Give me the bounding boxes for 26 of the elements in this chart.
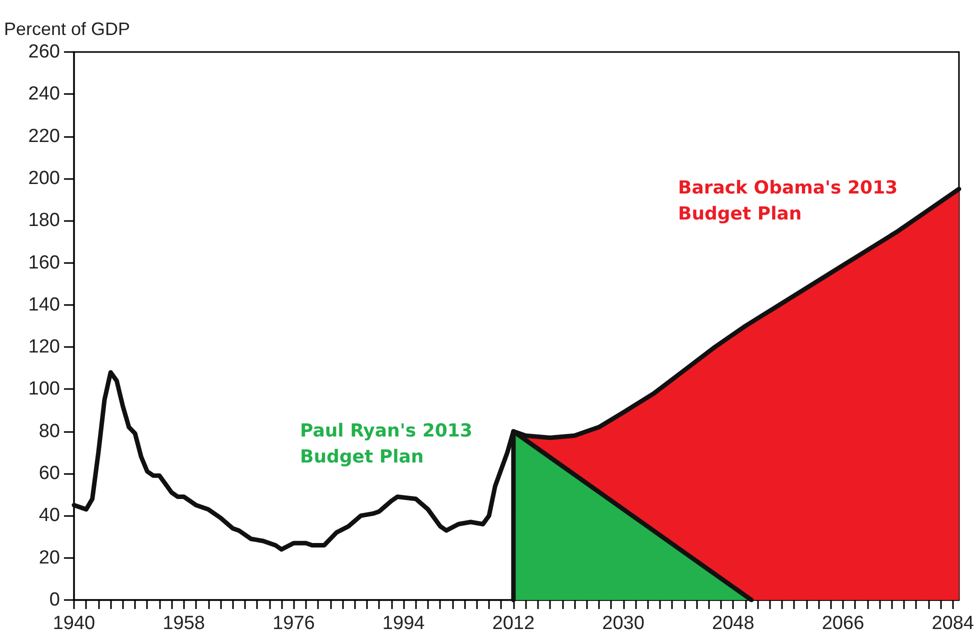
y-tick-label: 40: [38, 505, 60, 526]
x-tick-label: 2084: [932, 613, 974, 634]
text: Paul Ryan's 2013 Budget Plan: [300, 420, 472, 468]
y-tick-label: 80: [38, 420, 60, 442]
y-tick-label: 140: [28, 294, 60, 316]
y-tick-label: 120: [28, 336, 60, 358]
x-tick-label: 2012: [492, 613, 535, 634]
y-tick-label: 240: [28, 84, 60, 105]
x-tick-label: 2066: [822, 613, 864, 634]
x-tick-label: 1940: [52, 613, 96, 634]
y-tick-label: 160: [28, 252, 60, 274]
y-tick-label: 20: [38, 547, 60, 568]
y-tick-label: 0: [49, 590, 60, 610]
y-tick-label: 200: [28, 168, 60, 189]
x-tick-label: 1958: [162, 613, 205, 634]
y-tick-label: 220: [28, 126, 60, 147]
x-tick-label: 1976: [272, 613, 315, 634]
y-tick-label: 260: [28, 42, 60, 62]
series-label: Barack Obama's 2013 Budget Plan: [678, 178, 898, 224]
y-tick-label: 100: [28, 378, 60, 400]
y-tick-label: 60: [38, 463, 60, 484]
x-tick-label: 2048: [712, 613, 754, 634]
x-tick-label: 2030: [602, 613, 644, 634]
y-tick-label: 180: [28, 210, 60, 232]
y-axis-title: Percent of GDP: [4, 19, 130, 39]
x-tick-label: 1994: [382, 613, 426, 634]
